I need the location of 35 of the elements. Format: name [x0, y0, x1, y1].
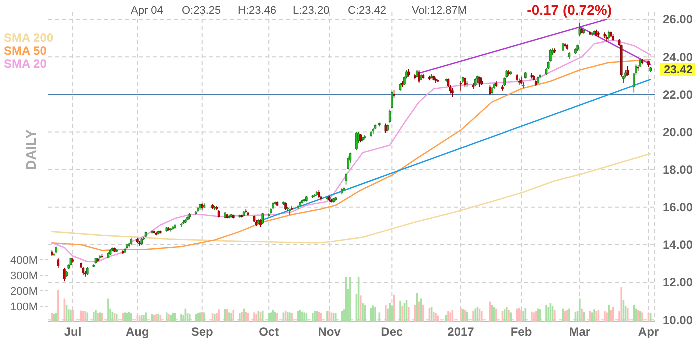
annotation: Apr 04: [131, 4, 164, 17]
annotation: L:23.20: [293, 4, 330, 17]
annotation: -0.17 (0.72%): [527, 2, 612, 18]
y-tick-label: 26.00: [663, 12, 694, 27]
y-tick-label: 18.00: [663, 163, 694, 178]
annotation: O:23.25: [182, 4, 222, 17]
y-tick-label: 24.00: [663, 50, 694, 64]
y2-tick-label: 400M: [10, 254, 38, 267]
text: SMA 20: [4, 57, 48, 71]
x-tick-label: Nov: [318, 325, 342, 339]
y2-tick-label: 300M: [10, 270, 38, 282]
annotation: Vol:12.87M: [412, 4, 468, 17]
x-tick-label: Mar: [569, 325, 591, 339]
annotation: H:23.46: [238, 4, 277, 17]
annotation: 23.42: [664, 64, 693, 77]
y-tick-label: 12.00: [663, 276, 694, 290]
x-tick-label: 2017: [448, 325, 475, 339]
y-tick-label: 22.00: [663, 88, 694, 102]
y2-tick-label: 100M: [10, 301, 38, 314]
x-tick-label: Aug: [126, 325, 150, 339]
x-tick-label: Sep: [191, 325, 214, 339]
x-tick-label: Dec: [381, 325, 404, 339]
text: DAILY: [23, 128, 39, 170]
y-tick-label: 20.00: [663, 125, 694, 140]
x-tick-label: Feb: [510, 325, 532, 339]
y-tick-label: 14.00: [663, 238, 694, 252]
text: SMA 50: [4, 44, 48, 58]
annotation: C:23.42: [348, 4, 387, 17]
y2-tick-label: 200M: [10, 286, 38, 298]
x-tick-label: Oct: [259, 325, 280, 339]
text: SMA 200: [4, 31, 54, 45]
y-tick-label: 16.00: [663, 200, 694, 215]
y-tick-label: 10.00: [663, 313, 694, 328]
x-tick-label: Jul: [64, 325, 82, 339]
x-tick-label: Apr: [638, 325, 660, 339]
